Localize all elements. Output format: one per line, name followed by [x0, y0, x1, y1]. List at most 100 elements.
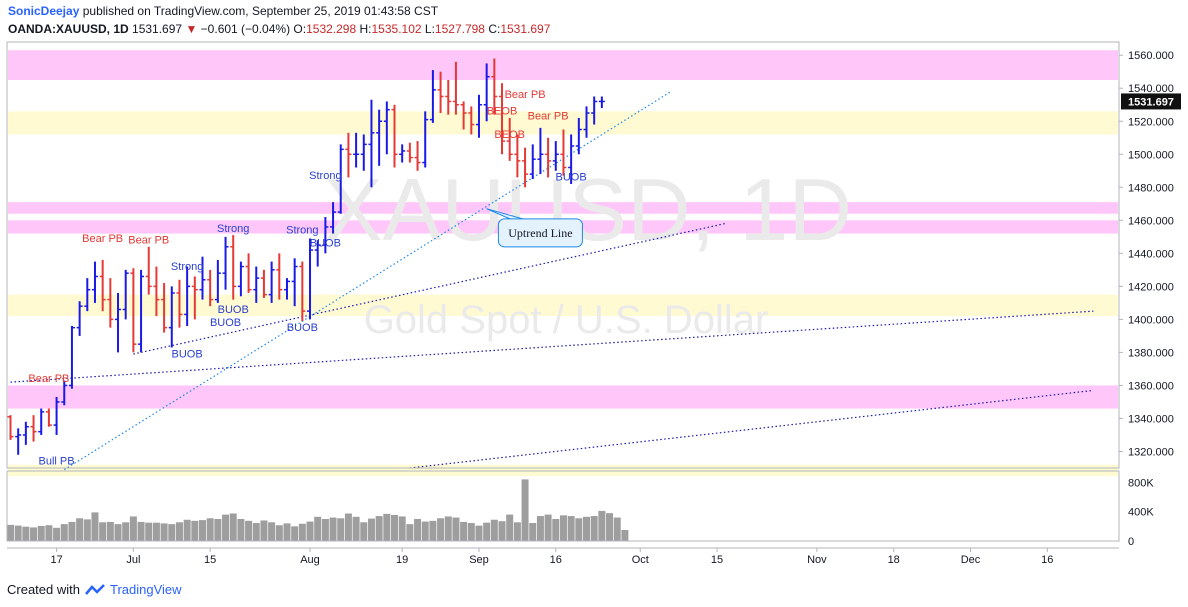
- chart-annotation: BUOB: [556, 172, 587, 184]
- close-value: 1531.697: [500, 22, 551, 36]
- time-tick-label: 16: [1041, 554, 1053, 566]
- volume-bar: [122, 522, 130, 541]
- last-price: 1531.697: [132, 22, 183, 36]
- ohlc-bar: [560, 129, 567, 176]
- chart-annotation: Bull PB: [39, 456, 75, 468]
- volume-bar: [206, 518, 214, 541]
- time-tick-label: 15: [204, 554, 216, 566]
- volume-bar: [83, 519, 91, 541]
- ohlc-bar: [15, 428, 22, 455]
- volume-bar: [506, 514, 514, 541]
- ohlc-bar: [253, 266, 260, 303]
- ohlc-bar: [552, 141, 559, 171]
- volume-bar: [452, 517, 460, 541]
- volume-bar: [567, 516, 575, 541]
- ohlc-bar: [307, 238, 314, 320]
- volume-bar: [421, 521, 429, 541]
- volume-bar: [375, 516, 383, 541]
- volume-bar: [398, 516, 406, 541]
- volume-bar: [260, 520, 268, 541]
- price-tick-label: 1340.000: [1128, 413, 1174, 425]
- created-with-text: Created with: [7, 582, 80, 597]
- time-tick-label: 18: [888, 554, 900, 566]
- price-tick-label: 1360.000: [1128, 380, 1174, 392]
- ohlc-bar: [214, 259, 221, 303]
- ohlc-bar: [475, 94, 482, 138]
- ohlc-bar: [161, 283, 168, 333]
- ohlc-bar: [414, 141, 421, 171]
- ohlc-bar: [537, 127, 544, 175]
- volume-bar: [106, 521, 114, 541]
- ohlc-bar: [207, 269, 214, 307]
- volume-bar: [367, 518, 375, 541]
- ohlc-bar: [437, 71, 444, 113]
- ohlc-bar: [545, 137, 552, 178]
- ohlc-bar: [406, 142, 413, 163]
- volume-bar: [483, 522, 491, 541]
- ohlc-bar: [299, 261, 306, 322]
- zone-pink: [8, 50, 1118, 80]
- watermark-symbol: XAUUSD, 1D: [324, 160, 852, 259]
- volume-bar: [513, 522, 521, 541]
- volume-bar: [268, 522, 276, 541]
- ohlc-bar: [268, 261, 275, 303]
- volume-bar: [621, 530, 629, 541]
- ohlc-bar: [176, 279, 183, 328]
- high-value: 1535.102: [371, 22, 422, 36]
- footer: Created with TradingView: [7, 582, 182, 597]
- ohlc-bar: [61, 380, 68, 406]
- channel-line: [409, 389, 1094, 469]
- last-price-tag: 1531.697: [1121, 93, 1181, 110]
- chart-annotation: Bear PB: [505, 89, 546, 101]
- ohlc-bar: [583, 106, 590, 138]
- ohlc-bar: [45, 408, 52, 427]
- ohlc-bar: [76, 301, 83, 336]
- ohlc-legend: OANDA:XAUUSD, 1D 1531.697 ▼ −0.601 (−0.0…: [8, 22, 550, 36]
- time-tick-label: Oct: [632, 554, 649, 566]
- ohlc-bar: [7, 415, 14, 440]
- volume-bar: [344, 513, 352, 541]
- volume-bar: [544, 514, 552, 541]
- chart-annotation: BEOB: [487, 106, 518, 118]
- author-name[interactable]: SonicDeejay: [8, 4, 80, 18]
- price-tick-label: 1400.000: [1128, 314, 1174, 326]
- ohlc-bar: [30, 415, 37, 442]
- ohlc-bar: [276, 253, 283, 300]
- ohlc-bar: [99, 259, 106, 312]
- ohlc-bar: [460, 101, 467, 130]
- ohlc-bar: [260, 269, 267, 298]
- zone-yellow: [8, 111, 1118, 135]
- chart-annotation: Bear PB: [28, 373, 69, 385]
- ohlc-bar: [237, 261, 244, 297]
- volume-bar: [360, 522, 368, 541]
- ohlc-bar: [337, 144, 344, 214]
- tradingview-brand[interactable]: TradingView: [109, 582, 182, 597]
- volume-bar: [222, 514, 230, 541]
- ohlc-bar: [429, 70, 436, 123]
- volume-bar: [613, 517, 621, 541]
- volume-bar: [191, 520, 199, 541]
- ohlc-bar: [591, 96, 598, 125]
- symbol-label: OANDA:XAUUSD, 1D: [8, 22, 129, 36]
- chart-annotation: Bear PB: [128, 234, 169, 246]
- time-tick-label: Sep: [469, 554, 489, 566]
- volume-bar: [321, 519, 329, 541]
- volume-bar: [37, 525, 45, 541]
- ohlc-bar: [368, 99, 375, 188]
- ohlc-bar: [422, 111, 429, 168]
- ohlc-bar: [283, 278, 290, 300]
- price-tick-label: 1420.000: [1128, 281, 1174, 293]
- volume-bar: [575, 518, 583, 541]
- chart-annotation: BUOB: [210, 317, 241, 329]
- volume-tick-label: 800K: [1128, 477, 1154, 489]
- ohlc-bar: [529, 144, 536, 180]
- volume-bar: [183, 519, 191, 541]
- volume-bar: [45, 525, 53, 541]
- ohlc-bar: [191, 276, 198, 320]
- chart-annotation: Strong: [217, 223, 249, 235]
- volume-bar: [498, 521, 506, 541]
- ohlc-bar: [383, 101, 390, 155]
- ohlc-bar: [245, 253, 252, 293]
- volume-bar: [414, 519, 422, 541]
